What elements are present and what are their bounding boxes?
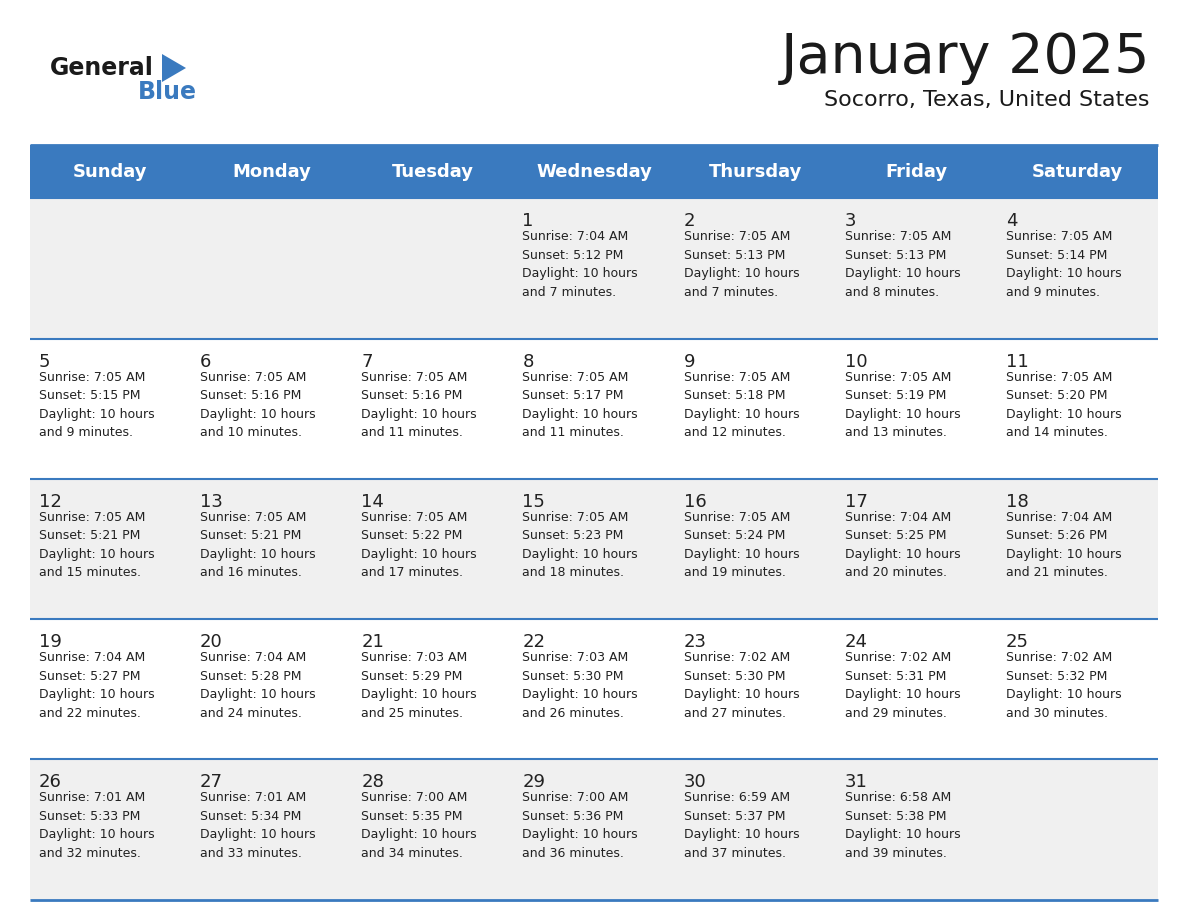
Bar [30, 619, 1158, 759]
Text: Sunrise: 7:04 AM
Sunset: 5:28 PM
Daylight: 10 hours
and 24 minutes.: Sunrise: 7:04 AM Sunset: 5:28 PM Dayligh… [200, 651, 316, 720]
Text: 13: 13 [200, 493, 223, 510]
Text: 16: 16 [683, 493, 707, 510]
Text: 28: 28 [361, 773, 384, 791]
Text: Sunrise: 7:04 AM
Sunset: 5:12 PM
Daylight: 10 hours
and 7 minutes.: Sunrise: 7:04 AM Sunset: 5:12 PM Dayligh… [523, 230, 638, 298]
Text: Sunrise: 7:05 AM
Sunset: 5:18 PM
Daylight: 10 hours
and 12 minutes.: Sunrise: 7:05 AM Sunset: 5:18 PM Dayligh… [683, 371, 800, 439]
Text: Sunrise: 7:00 AM
Sunset: 5:36 PM
Daylight: 10 hours
and 36 minutes.: Sunrise: 7:00 AM Sunset: 5:36 PM Dayligh… [523, 791, 638, 860]
Text: 14: 14 [361, 493, 384, 510]
Bar [30, 759, 1158, 900]
Text: 26: 26 [39, 773, 62, 791]
Text: Sunrise: 7:04 AM
Sunset: 5:27 PM
Daylight: 10 hours
and 22 minutes.: Sunrise: 7:04 AM Sunset: 5:27 PM Dayligh… [39, 651, 154, 720]
Text: 29: 29 [523, 773, 545, 791]
Text: Sunrise: 7:02 AM
Sunset: 5:32 PM
Daylight: 10 hours
and 30 minutes.: Sunrise: 7:02 AM Sunset: 5:32 PM Dayligh… [1006, 651, 1121, 720]
Text: 3: 3 [845, 212, 857, 230]
Text: Sunrise: 6:59 AM
Sunset: 5:37 PM
Daylight: 10 hours
and 37 minutes.: Sunrise: 6:59 AM Sunset: 5:37 PM Dayligh… [683, 791, 800, 860]
Text: Sunrise: 7:04 AM
Sunset: 5:26 PM
Daylight: 10 hours
and 21 minutes.: Sunrise: 7:04 AM Sunset: 5:26 PM Dayligh… [1006, 510, 1121, 579]
Bar [30, 339, 1158, 479]
Text: 9: 9 [683, 353, 695, 371]
Text: 11: 11 [1006, 353, 1029, 371]
Text: Sunrise: 7:04 AM
Sunset: 5:25 PM
Daylight: 10 hours
and 20 minutes.: Sunrise: 7:04 AM Sunset: 5:25 PM Dayligh… [845, 510, 960, 579]
Text: Sunrise: 7:02 AM
Sunset: 5:30 PM
Daylight: 10 hours
and 27 minutes.: Sunrise: 7:02 AM Sunset: 5:30 PM Dayligh… [683, 651, 800, 720]
Text: Sunday: Sunday [74, 162, 147, 181]
Text: Sunrise: 7:05 AM
Sunset: 5:24 PM
Daylight: 10 hours
and 19 minutes.: Sunrise: 7:05 AM Sunset: 5:24 PM Dayligh… [683, 510, 800, 579]
Text: Friday: Friday [885, 162, 948, 181]
Text: Sunrise: 7:01 AM
Sunset: 5:33 PM
Daylight: 10 hours
and 32 minutes.: Sunrise: 7:01 AM Sunset: 5:33 PM Dayligh… [39, 791, 154, 860]
Text: 2: 2 [683, 212, 695, 230]
Text: 20: 20 [200, 633, 222, 651]
Bar [30, 198, 1158, 339]
Text: 7: 7 [361, 353, 373, 371]
Text: Sunrise: 7:03 AM
Sunset: 5:30 PM
Daylight: 10 hours
and 26 minutes.: Sunrise: 7:03 AM Sunset: 5:30 PM Dayligh… [523, 651, 638, 720]
Bar [30, 479, 1158, 619]
Text: 22: 22 [523, 633, 545, 651]
Text: 1: 1 [523, 212, 533, 230]
Text: Sunrise: 7:05 AM
Sunset: 5:23 PM
Daylight: 10 hours
and 18 minutes.: Sunrise: 7:05 AM Sunset: 5:23 PM Dayligh… [523, 510, 638, 579]
Text: Socorro, Texas, United States: Socorro, Texas, United States [824, 90, 1150, 110]
Bar [30, 145, 1158, 198]
Text: 6: 6 [200, 353, 211, 371]
Text: Sunrise: 7:05 AM
Sunset: 5:13 PM
Daylight: 10 hours
and 7 minutes.: Sunrise: 7:05 AM Sunset: 5:13 PM Dayligh… [683, 230, 800, 298]
Text: 31: 31 [845, 773, 867, 791]
Text: General: General [50, 56, 154, 80]
Text: Tuesday: Tuesday [392, 162, 474, 181]
Text: Wednesday: Wednesday [536, 162, 652, 181]
Text: Sunrise: 7:05 AM
Sunset: 5:21 PM
Daylight: 10 hours
and 15 minutes.: Sunrise: 7:05 AM Sunset: 5:21 PM Dayligh… [39, 510, 154, 579]
Text: 10: 10 [845, 353, 867, 371]
Text: 30: 30 [683, 773, 707, 791]
Text: Sunrise: 7:03 AM
Sunset: 5:29 PM
Daylight: 10 hours
and 25 minutes.: Sunrise: 7:03 AM Sunset: 5:29 PM Dayligh… [361, 651, 476, 720]
Text: Blue: Blue [138, 80, 197, 104]
Polygon shape [162, 54, 187, 82]
Text: 17: 17 [845, 493, 867, 510]
Text: 23: 23 [683, 633, 707, 651]
Text: 4: 4 [1006, 212, 1018, 230]
Text: Thursday: Thursday [708, 162, 802, 181]
Text: 25: 25 [1006, 633, 1029, 651]
Text: 19: 19 [39, 633, 62, 651]
Text: Sunrise: 7:05 AM
Sunset: 5:20 PM
Daylight: 10 hours
and 14 minutes.: Sunrise: 7:05 AM Sunset: 5:20 PM Dayligh… [1006, 371, 1121, 439]
Text: Sunrise: 7:05 AM
Sunset: 5:19 PM
Daylight: 10 hours
and 13 minutes.: Sunrise: 7:05 AM Sunset: 5:19 PM Dayligh… [845, 371, 960, 439]
Text: Sunrise: 7:05 AM
Sunset: 5:21 PM
Daylight: 10 hours
and 16 minutes.: Sunrise: 7:05 AM Sunset: 5:21 PM Dayligh… [200, 510, 316, 579]
Text: Monday: Monday [232, 162, 311, 181]
Text: 15: 15 [523, 493, 545, 510]
Text: Sunrise: 7:01 AM
Sunset: 5:34 PM
Daylight: 10 hours
and 33 minutes.: Sunrise: 7:01 AM Sunset: 5:34 PM Dayligh… [200, 791, 316, 860]
Text: Sunrise: 7:05 AM
Sunset: 5:15 PM
Daylight: 10 hours
and 9 minutes.: Sunrise: 7:05 AM Sunset: 5:15 PM Dayligh… [39, 371, 154, 439]
Text: Sunrise: 7:05 AM
Sunset: 5:22 PM
Daylight: 10 hours
and 17 minutes.: Sunrise: 7:05 AM Sunset: 5:22 PM Dayligh… [361, 510, 476, 579]
Text: Sunrise: 7:05 AM
Sunset: 5:13 PM
Daylight: 10 hours
and 8 minutes.: Sunrise: 7:05 AM Sunset: 5:13 PM Dayligh… [845, 230, 960, 298]
Text: Sunrise: 7:02 AM
Sunset: 5:31 PM
Daylight: 10 hours
and 29 minutes.: Sunrise: 7:02 AM Sunset: 5:31 PM Dayligh… [845, 651, 960, 720]
Text: 5: 5 [39, 353, 50, 371]
Text: Saturday: Saturday [1032, 162, 1124, 181]
Text: 21: 21 [361, 633, 384, 651]
Text: Sunrise: 7:05 AM
Sunset: 5:16 PM
Daylight: 10 hours
and 11 minutes.: Sunrise: 7:05 AM Sunset: 5:16 PM Dayligh… [361, 371, 476, 439]
Text: Sunrise: 6:58 AM
Sunset: 5:38 PM
Daylight: 10 hours
and 39 minutes.: Sunrise: 6:58 AM Sunset: 5:38 PM Dayligh… [845, 791, 960, 860]
Text: 27: 27 [200, 773, 223, 791]
Text: 8: 8 [523, 353, 533, 371]
Text: Sunrise: 7:00 AM
Sunset: 5:35 PM
Daylight: 10 hours
and 34 minutes.: Sunrise: 7:00 AM Sunset: 5:35 PM Dayligh… [361, 791, 476, 860]
Text: 24: 24 [845, 633, 868, 651]
Text: January 2025: January 2025 [781, 31, 1150, 85]
Text: Sunrise: 7:05 AM
Sunset: 5:14 PM
Daylight: 10 hours
and 9 minutes.: Sunrise: 7:05 AM Sunset: 5:14 PM Dayligh… [1006, 230, 1121, 298]
Text: 12: 12 [39, 493, 62, 510]
Text: Sunrise: 7:05 AM
Sunset: 5:17 PM
Daylight: 10 hours
and 11 minutes.: Sunrise: 7:05 AM Sunset: 5:17 PM Dayligh… [523, 371, 638, 439]
Text: 18: 18 [1006, 493, 1029, 510]
Text: Sunrise: 7:05 AM
Sunset: 5:16 PM
Daylight: 10 hours
and 10 minutes.: Sunrise: 7:05 AM Sunset: 5:16 PM Dayligh… [200, 371, 316, 439]
